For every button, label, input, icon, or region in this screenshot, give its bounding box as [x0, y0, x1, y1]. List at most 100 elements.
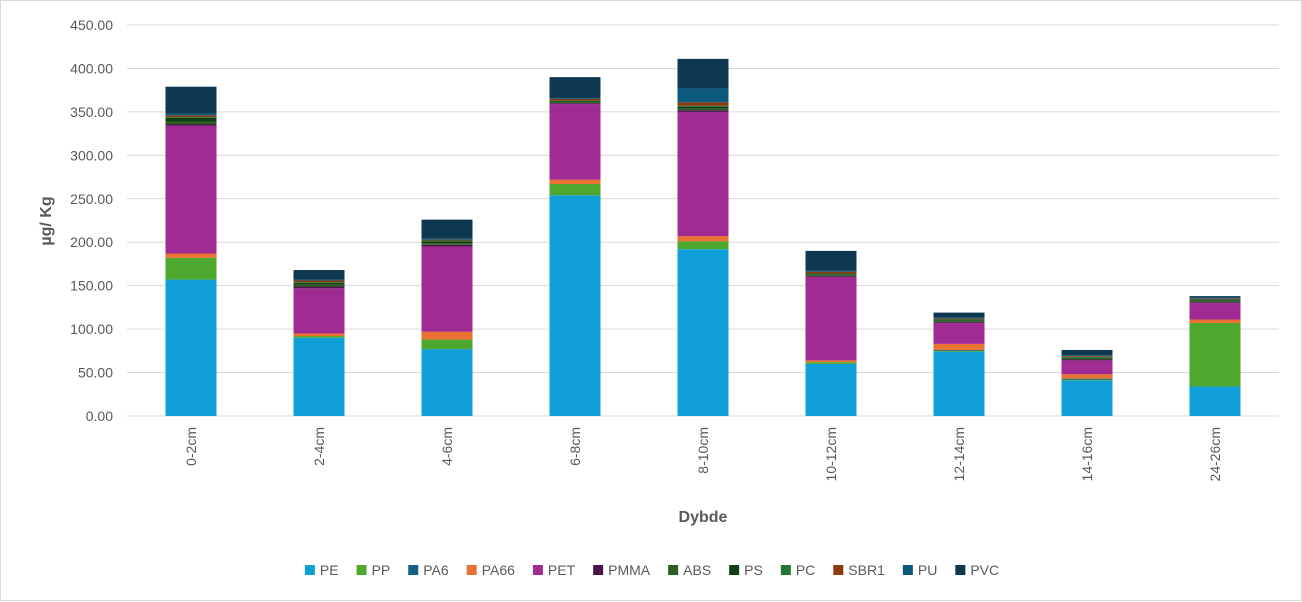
- legend-swatch: [668, 565, 679, 575]
- bar-segment-ps-10-12cm: [805, 274, 857, 276]
- bar-segment-pa6-14-16cm: [1061, 378, 1113, 380]
- bar-segment-ps-14-16cm: [1061, 357, 1113, 359]
- legend-swatch: [408, 565, 419, 575]
- bar-segment-pc-24-26cm: [1189, 299, 1241, 301]
- bar-stack-2-4cm: [293, 270, 345, 416]
- bar-segment-pc-2-4cm: [293, 282, 345, 284]
- bar-segment-abs-4-6cm: [421, 243, 473, 245]
- bar-segment-sbr1-0-2cm: [165, 115, 217, 118]
- legend-item-pu: PU: [902, 562, 937, 578]
- bar-segment-pmma-6-8cm: [549, 103, 601, 105]
- bar-segment-pmma-12-14cm: [933, 322, 985, 324]
- bar-segment-pe-2-4cm: [293, 337, 345, 416]
- bar-segment-pvc-6-8cm: [549, 77, 601, 98]
- bar-segment-pu-14-16cm: [1061, 355, 1113, 357]
- bar-segment-pet-0-2cm: [165, 125, 217, 254]
- legend-label: PE: [320, 562, 339, 578]
- legend: PE PP PA6 PA66 PET PMMA ABS PS PC SBR1 PU PVC: [304, 562, 999, 578]
- bar-segment-abs-6-8cm: [549, 102, 601, 104]
- legend-label: PA6: [423, 562, 449, 578]
- bar-segment-pvc-24-26cm: [1189, 296, 1241, 298]
- bar-segment-pet-14-16cm: [1061, 360, 1113, 375]
- x-tick-label: 24-26cm: [1207, 427, 1223, 481]
- bar-segment-pe-4-6cm: [421, 349, 473, 416]
- x-axis-ticks: 0-2cm 2-4cm 4-6cm 6-8cm 8-10cm 10-12cm 12-14cm…: [183, 427, 1223, 481]
- bar-segment-ps-2-4cm: [293, 283, 345, 285]
- bar-segment-pp-0-2cm: [165, 257, 217, 280]
- bar-segment-pmma-8-10cm: [677, 110, 729, 112]
- bar-stack-10-12cm: [805, 250, 857, 416]
- legend-item-pa6: PA6: [408, 562, 449, 578]
- bar-segment-pe-6-8cm: [549, 195, 601, 416]
- bar-segment-pa66-24-26cm: [1189, 319, 1241, 324]
- bar-segment-pmma-24-26cm: [1189, 302, 1241, 304]
- bar-segment-pp-6-8cm: [549, 184, 601, 196]
- bar-segment-pc-10-12cm: [805, 273, 857, 275]
- legend-swatch: [304, 565, 315, 575]
- bar-segment-pa66-12-14cm: [933, 343, 985, 350]
- y-tick-label: 50.00: [78, 365, 113, 381]
- legend-swatch: [833, 565, 844, 575]
- legend-item-pp: PP: [356, 562, 390, 578]
- bar-segment-abs-0-2cm: [165, 121, 217, 125]
- bar-segment-abs-14-16cm: [1061, 358, 1113, 360]
- bar-segment-pmma-2-4cm: [293, 286, 345, 289]
- x-tick-label: 0-2cm: [183, 427, 199, 466]
- bar-segment-ps-0-2cm: [165, 117, 217, 122]
- bar-segment-pa66-14-16cm: [1061, 374, 1113, 379]
- bar-segment-pu-0-2cm: [165, 113, 217, 116]
- bar-segment-sbr1-4-6cm: [421, 239, 473, 241]
- legend-swatch: [356, 565, 367, 575]
- bar-stack-6-8cm: [549, 77, 601, 416]
- x-tick-label: 10-12cm: [823, 427, 839, 481]
- bar-segment-abs-8-10cm: [677, 108, 729, 111]
- bar-segment-pe-12-14cm: [933, 351, 985, 416]
- bar-segment-sbr1-14-16cm: [1061, 356, 1113, 357]
- bar-segment-pmma-4-6cm: [421, 244, 473, 247]
- bar-segment-pet-2-4cm: [293, 288, 345, 334]
- bar-segment-pe-10-12cm: [805, 363, 857, 416]
- legend-label: PVC: [970, 562, 999, 578]
- bar-segment-pp-24-26cm: [1189, 323, 1241, 387]
- x-tick-label: 6-8cm: [567, 427, 583, 466]
- bar-segment-pc-12-14cm: [933, 319, 985, 321]
- bar-segment-pvc-0-2cm: [165, 86, 217, 114]
- bar-segment-pvc-4-6cm: [421, 219, 473, 239]
- legend-swatch: [780, 565, 791, 575]
- bar-segment-pa66-4-6cm: [421, 331, 473, 340]
- y-axis-ticks: 0.00 50.00 100.00 150.00 200.00 250.00 300.00 3…: [70, 17, 113, 424]
- bar-segment-ps-8-10cm: [677, 106, 729, 109]
- bar-segment-sbr1-6-8cm: [549, 98, 601, 101]
- bar-segment-pp-4-6cm: [421, 339, 473, 350]
- x-tick-label: 4-6cm: [439, 427, 455, 466]
- legend-label: PS: [744, 562, 763, 578]
- bar-segment-pa66-8-10cm: [677, 236, 729, 242]
- legend-item-pc: PC: [780, 562, 815, 578]
- bar-segment-pet-4-6cm: [421, 246, 473, 332]
- bar-segment-sbr1-2-4cm: [293, 280, 345, 283]
- bar-segment-pu-12-14cm: [933, 317, 985, 319]
- bar-segment-pet-12-14cm: [933, 323, 985, 344]
- bar-segment-pvc-14-16cm: [1061, 349, 1113, 356]
- legend-label: ABS: [683, 562, 711, 578]
- bar-segment-pp-14-16cm: [1061, 379, 1113, 381]
- bar-segment-pvc-10-12cm: [805, 250, 857, 271]
- legend-item-pe: PE: [304, 562, 339, 578]
- legend-item-pmma: PMMA: [593, 562, 651, 578]
- y-tick-label: 100.00: [70, 321, 113, 337]
- bar-segment-sbr1-10-12cm: [805, 271, 857, 274]
- bar-segment-pu-24-26cm: [1189, 297, 1241, 299]
- bar-segment-abs-10-12cm: [805, 275, 857, 277]
- bar-segment-pet-24-26cm: [1189, 303, 1241, 320]
- bar-segment-pc-0-2cm: [165, 117, 217, 118]
- bar-stack-14-16cm: [1061, 349, 1113, 416]
- legend-item-sbr1: SBR1: [833, 562, 885, 578]
- x-axis-title: Dybde: [679, 509, 728, 526]
- bar-segment-pu-8-10cm: [677, 88, 729, 103]
- y-axis-title: µg/ Kg: [38, 196, 55, 245]
- legend-label: SBR1: [848, 562, 885, 578]
- legend-swatch: [466, 565, 477, 575]
- bar-segment-pu-2-4cm: [293, 279, 345, 281]
